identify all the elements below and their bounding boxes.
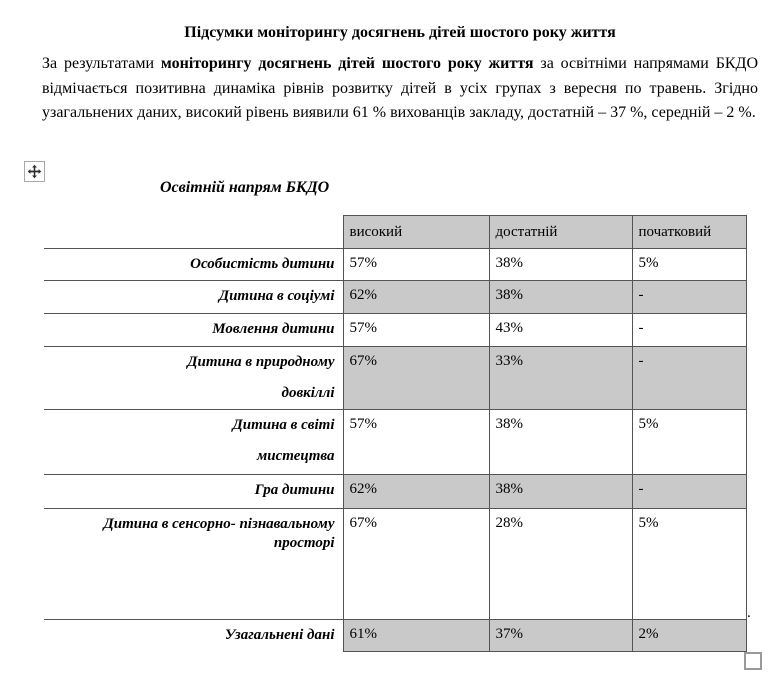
intro-paragraph: За результатами моніторингу досягнень ді… (42, 52, 758, 126)
value-high: 62% (342, 280, 490, 314)
table-row: Особистість дитини 57% 38% 5% (44, 248, 747, 281)
value-initial: 5% (631, 409, 747, 475)
table-header-row: високий достатній початковий (44, 215, 747, 249)
value-high: 67% (342, 508, 490, 620)
row-label: Дитина в природному довкіллі (44, 346, 343, 410)
paragraph-text-start: За результатами (42, 55, 161, 72)
value-sufficient: 37% (488, 619, 633, 652)
table-resize-handle[interactable] (744, 652, 762, 670)
column-header-initial: початковий (631, 215, 747, 249)
value-sufficient: 38% (488, 474, 633, 509)
table-row: Мовлення дитини 57% 43% - (44, 313, 747, 347)
table-caption: Освітній напрям БКДО (160, 179, 330, 196)
column-header-sufficient: достатній (488, 215, 633, 249)
value-sufficient: 43% (488, 313, 633, 347)
column-header-high: високий (342, 215, 490, 249)
value-high: 61% (342, 619, 490, 652)
paragraph-text-rest: за освітніми напрямами БКДО відмічається… (42, 55, 759, 121)
row-label: Мовлення дитини (44, 313, 343, 347)
value-initial: 2% (631, 619, 747, 652)
value-sufficient: 38% (488, 409, 633, 475)
value-sufficient: 38% (488, 280, 633, 314)
value-initial: - (631, 346, 747, 410)
move-icon (27, 164, 42, 179)
header-empty-cell (44, 216, 343, 249)
table-row: Дитина в природному довкіллі 67% 33% - (44, 346, 747, 410)
row-label: Узагальнені дані (44, 619, 343, 651)
value-high: 57% (342, 313, 490, 347)
table-row: Узагальнені дані 61% 37% 2% (44, 619, 747, 652)
paragraph-bold-text: моніторингу досягнень дітей шостого року… (160, 55, 534, 72)
table-row: Гра дитини 62% 38% - (44, 474, 747, 509)
table-row: Дитина в світі мистецтва 57% 38% 5% (44, 409, 747, 475)
value-high: 67% (342, 346, 490, 410)
value-sufficient: 28% (488, 508, 633, 620)
value-initial: - (631, 474, 747, 509)
value-high: 57% (342, 409, 490, 475)
table-move-handle[interactable] (24, 161, 45, 182)
value-initial: - (631, 280, 747, 314)
row-label: Дитина в соціумі (44, 280, 343, 314)
table-row: Дитина в сенсорно- пізнавальному простор… (44, 508, 747, 620)
document-title: Підсумки моніторингу досягнень дітей шос… (184, 24, 616, 41)
value-sufficient: 33% (488, 346, 633, 410)
value-initial: 5% (631, 248, 747, 281)
value-sufficient: 38% (488, 248, 633, 281)
row-label: Дитина в світі мистецтва (44, 409, 343, 475)
results-table: високий достатній початковий Особистість… (44, 215, 747, 652)
row-label: Гра дитини (44, 474, 343, 509)
stray-period: . (747, 605, 751, 621)
value-initial: - (631, 313, 747, 347)
table-row: Дитина в соціумі 62% 38% - (44, 280, 747, 314)
row-label: Дитина в сенсорно- пізнавальному простор… (44, 508, 343, 620)
value-high: 62% (342, 474, 490, 509)
value-initial: 5% (631, 508, 747, 620)
row-label: Особистість дитини (44, 248, 343, 281)
value-high: 57% (342, 248, 490, 281)
